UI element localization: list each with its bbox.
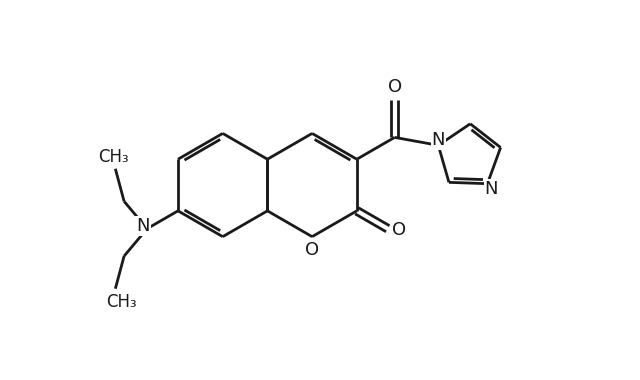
Text: O: O [392, 221, 406, 239]
Text: O: O [305, 241, 319, 258]
Text: CH₃: CH₃ [106, 293, 136, 310]
Text: N: N [484, 180, 498, 198]
Text: N: N [136, 217, 150, 235]
Text: CH₃: CH₃ [98, 148, 129, 166]
Text: N: N [431, 131, 445, 149]
Text: O: O [388, 78, 402, 96]
